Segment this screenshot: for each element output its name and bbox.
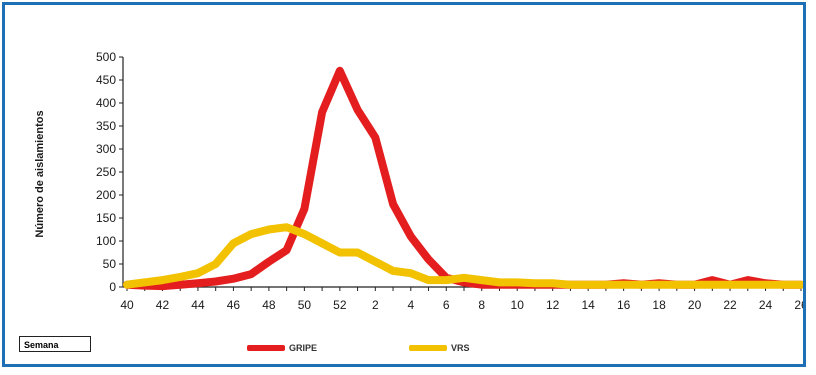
y-tick-label: 200	[96, 188, 116, 202]
y-tick-label: 150	[96, 211, 116, 225]
x-tick-label: 20	[688, 298, 702, 312]
legend-item-gripe: GRIPE	[247, 341, 317, 355]
legend-swatch-vrs	[409, 345, 447, 351]
x-axis-ticks: 404244464850522468101214161820222426	[120, 287, 803, 312]
legend-label-vrs: VRS	[451, 343, 470, 353]
x-tick-label: 2	[372, 298, 379, 312]
x-tick-label: 18	[652, 298, 666, 312]
y-axis-label: Número de aislamientos	[34, 110, 46, 237]
x-tick-label: 52	[333, 298, 347, 312]
y-tick-label: 50	[103, 257, 117, 271]
x-tick-label: 14	[581, 298, 595, 312]
x-tick-label: 26	[794, 298, 803, 312]
y-tick-label: 250	[96, 165, 116, 179]
y-tick-label: 0	[109, 280, 116, 294]
x-axis-label: Semana	[19, 336, 91, 352]
x-tick-label: 22	[723, 298, 737, 312]
x-tick-label: 48	[262, 298, 276, 312]
x-tick-label: 24	[759, 298, 773, 312]
x-tick-label: 8	[478, 298, 485, 312]
legend-item-vrs: VRS	[409, 341, 470, 355]
legend-swatch-gripe	[247, 345, 285, 351]
x-tick-label: 46	[227, 298, 241, 312]
series-line-vrs	[123, 223, 803, 289]
legend-label-gripe: GRIPE	[289, 343, 318, 353]
y-tick-label: 400	[96, 96, 116, 110]
y-tick-label: 500	[96, 50, 116, 64]
chart-frame: 0 50 100 150 200 250 300 350 400 450 500 40 42 44 46 4…	[2, 2, 806, 367]
x-tick-label: 50	[298, 298, 312, 312]
y-tick-label: 450	[96, 73, 116, 87]
y-tick-label: 100	[96, 234, 116, 248]
y-tick-label: 300	[96, 142, 116, 156]
x-tick-label: 42	[156, 298, 170, 312]
x-tick-label: 40	[120, 298, 134, 312]
y-tick-label: 350	[96, 119, 116, 133]
x-tick-label: 6	[443, 298, 450, 312]
series-lines	[123, 66, 803, 291]
x-tick-label: 10	[511, 298, 525, 312]
x-tick-label: 16	[617, 298, 631, 312]
y-axis-ticks: 0 50 100 150 200 250 300 350 400 450 500	[96, 50, 123, 294]
x-tick-label: 12	[546, 298, 560, 312]
x-tick-label: 4	[407, 298, 414, 312]
x-tick-label: 44	[191, 298, 205, 312]
